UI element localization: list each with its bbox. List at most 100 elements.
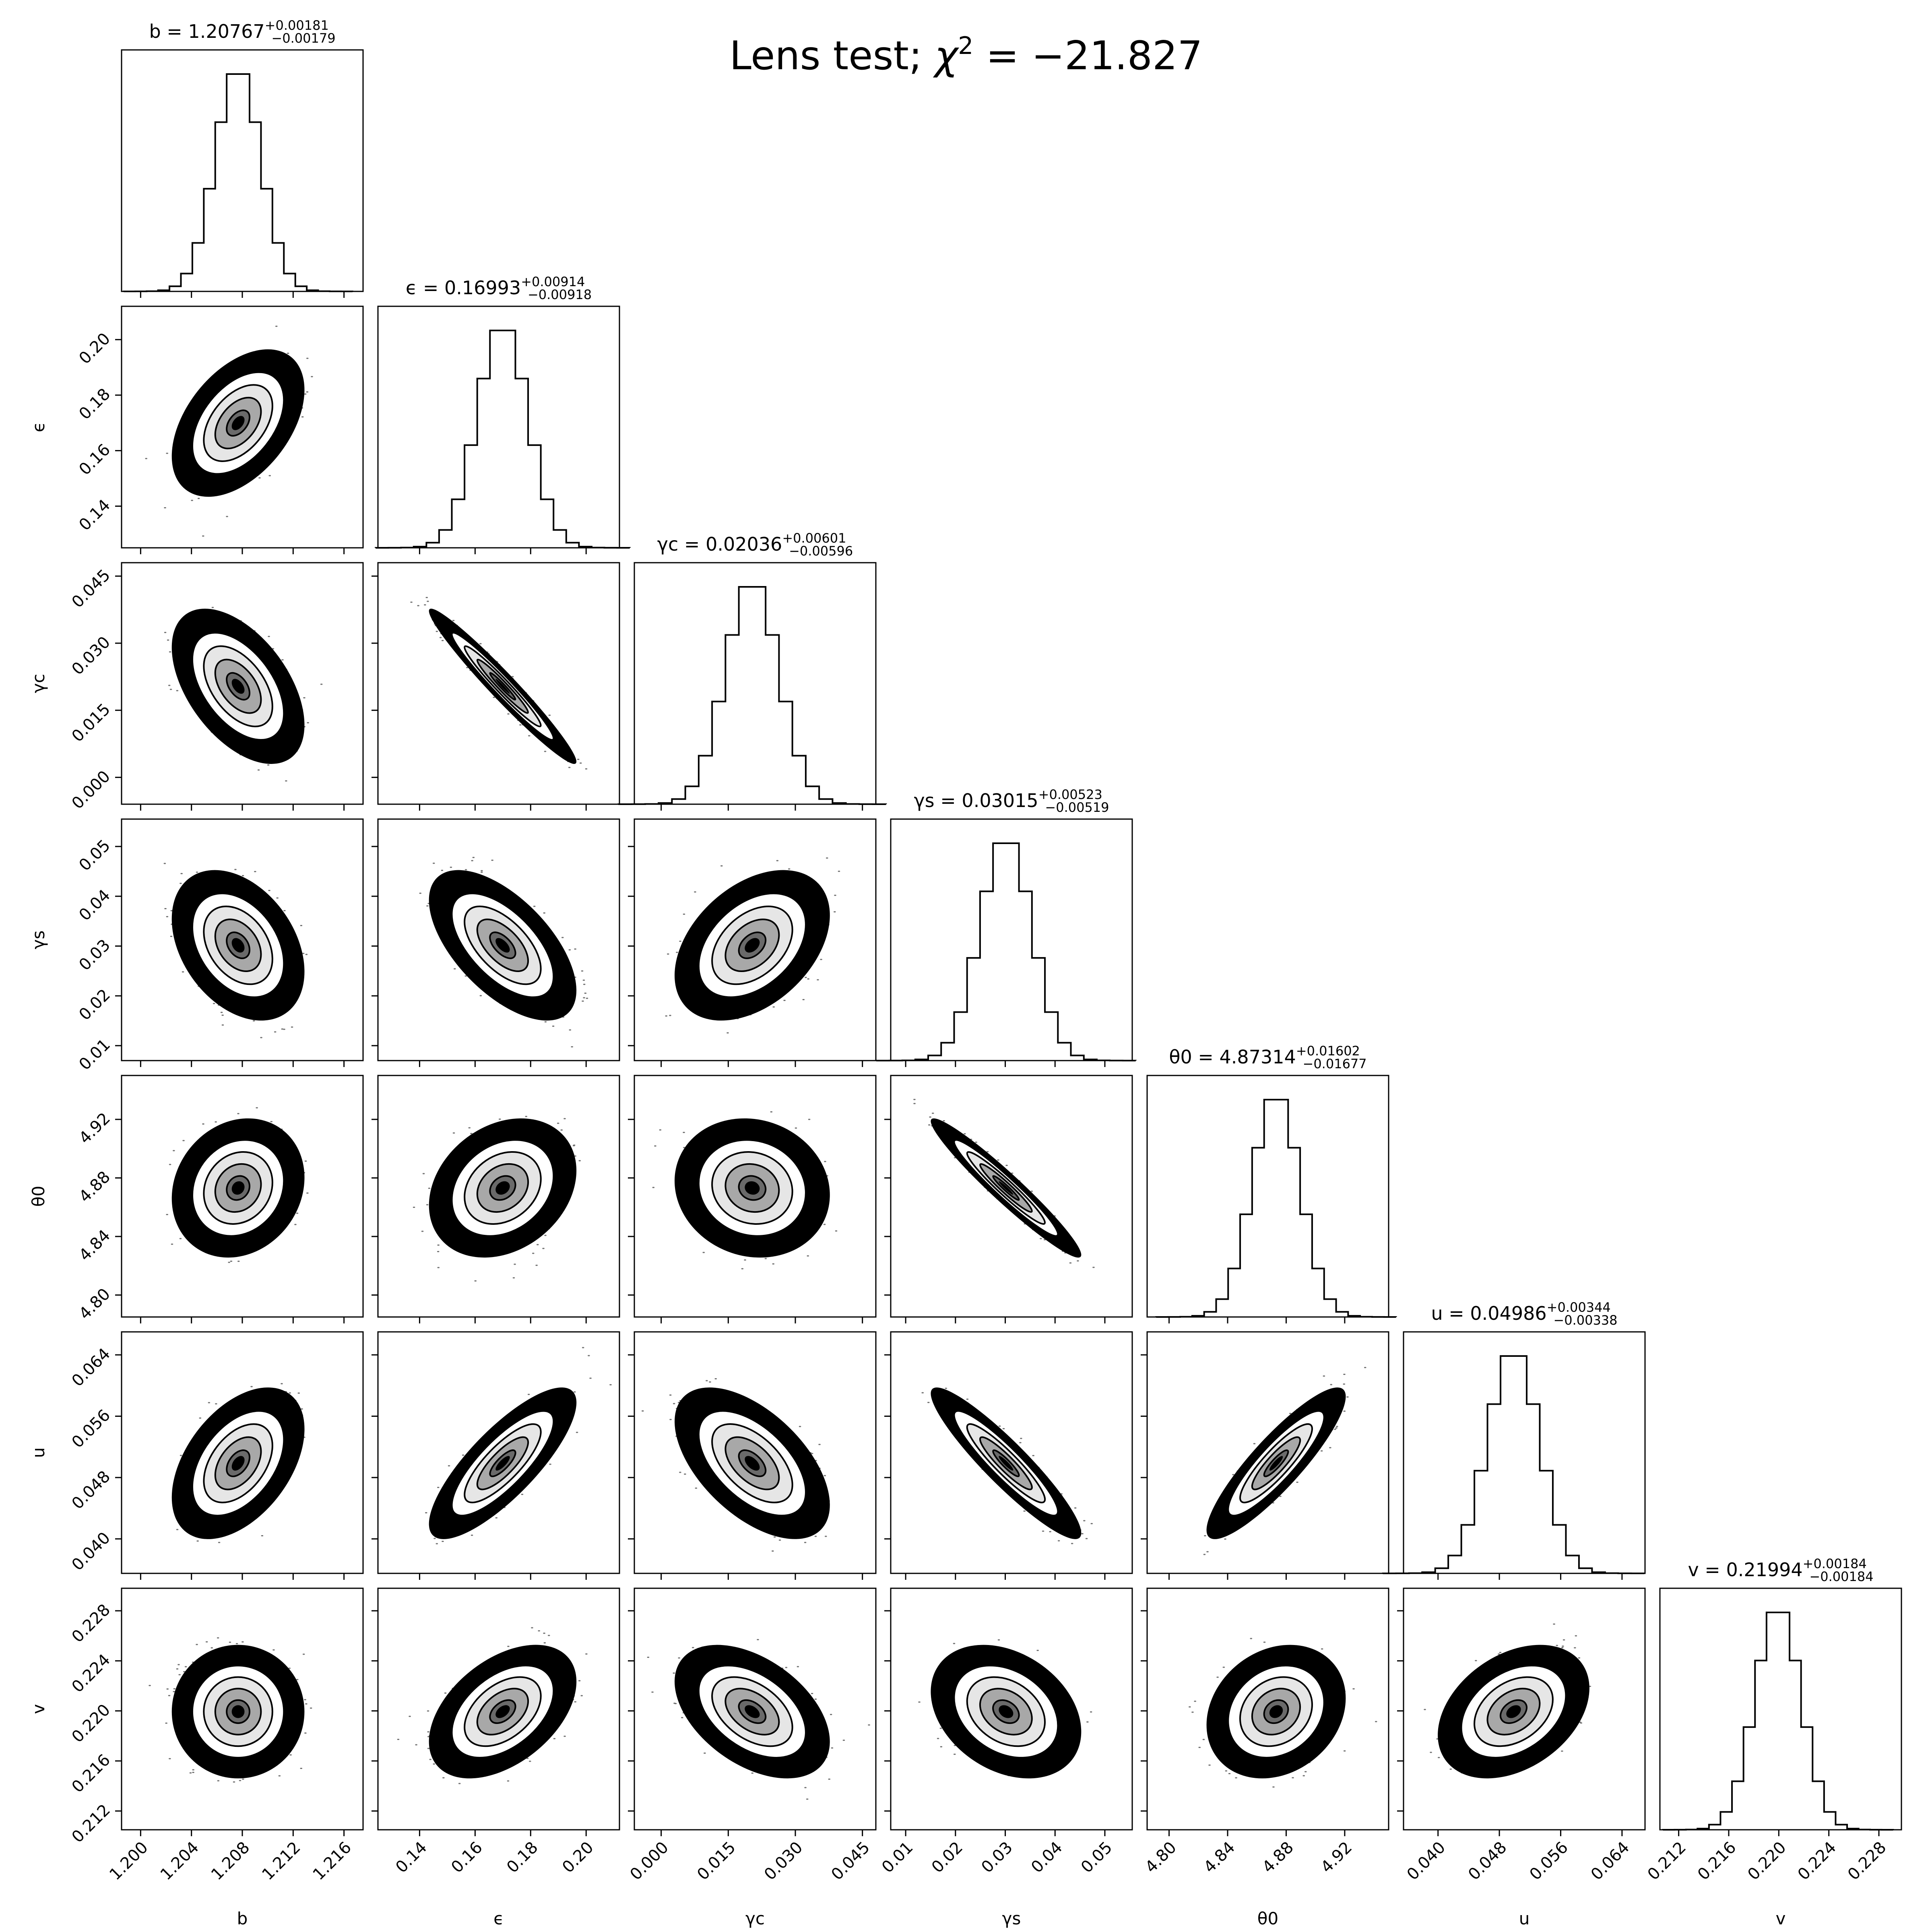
histogram-title: θ0 = 4.87314+0.01602 −0.01677 [1169,1043,1366,1071]
histogram-title: u = 0.04986+0.00344 −0.00338 [1431,1300,1617,1328]
contour-line [451,1410,555,1517]
contour-line [698,1665,807,1759]
panel-frame [1146,1331,1389,1574]
density-panel-theta0-vs-b [121,1075,364,1318]
histogram-panel-v: v = 0.21994+0.00184 −0.00184 [1659,1556,1902,1831]
contour-line [191,1410,285,1517]
density-content [163,863,308,1038]
y-tick-label: 0.015 [68,700,114,746]
panel-frame [377,818,620,1061]
density-content [642,1378,830,1552]
density-peak [495,679,510,694]
x-tick-label: 4.92 [1317,1838,1356,1877]
panel-frame [634,1587,877,1831]
density-peak [231,1705,245,1718]
density-panel-u-vs-epsilon [377,1331,620,1574]
density-content [145,326,313,537]
contour-line [953,1665,1059,1759]
y-axis-label-epsilon: ϵ [29,422,48,432]
x-tick-label: 0.224 [1794,1838,1840,1884]
x-tick-label: 0.05 [1077,1838,1116,1877]
x-tick-label: 0.14 [392,1838,431,1877]
density-peak [495,1705,510,1718]
density-panel-u-vs-gamma-c [634,1331,877,1574]
density-peak [1506,1705,1521,1718]
x-tick-label: 0.03 [978,1838,1016,1877]
x-axis-label-b: b [237,1909,248,1928]
y-tick-label: 4.80 [76,1285,114,1323]
histogram-panel-u: u = 0.04986+0.00344 −0.00338 [1382,1300,1646,1574]
density-content [171,1383,305,1543]
density-peak [231,679,245,694]
contour-line [953,1410,1059,1517]
contour-line [451,892,555,998]
density-panel-v-vs-b [121,1587,364,1831]
density-panel-gamma-c-vs-epsilon [377,562,620,805]
x-axis-label-gamma-s: γs [1002,1909,1021,1928]
panel-frame [634,1331,877,1574]
panel-frame [121,49,364,292]
density-content [921,1387,1093,1544]
density-content [647,1639,870,1800]
y-tick-label: 0.01 [76,1035,114,1074]
y-tick-label: 0.04 [76,886,114,925]
x-tick-label: 0.228 [1844,1838,1890,1884]
y-tick-label: 0.000 [68,767,114,813]
x-tick-label: 0.064 [1587,1838,1633,1884]
density-content [652,1111,838,1269]
density-peak [231,1456,245,1471]
contour-line [1227,1410,1325,1517]
density-content [665,857,840,1034]
panel-frame [1403,1587,1646,1831]
x-axis-label-epsilon: ϵ [493,1909,504,1928]
contour-line [1227,1665,1325,1759]
density-content [410,597,588,770]
density-peak [745,1456,760,1471]
x-tick-label: 0.216 [1694,1838,1740,1884]
contour-line [451,632,555,741]
x-tick-label: 0.030 [761,1838,807,1884]
density-panel-epsilon-vs-b [121,305,364,549]
x-tick-label: 1.212 [258,1838,304,1884]
density-content [918,1639,1092,1779]
x-tick-label: 0.20 [559,1838,597,1877]
density-peak [745,938,760,953]
histogram-step-line [875,842,1137,1061]
contour-line [451,1139,555,1237]
contour-line [191,632,285,741]
panel-frame [890,818,1133,1061]
x-tick-label: 1.216 [310,1838,355,1884]
y-tick-label: 0.040 [68,1529,114,1575]
x-tick-label: 4.80 [1141,1838,1180,1877]
histogram-step-line [123,73,353,292]
density-content [1189,1638,1377,1788]
y-tick-label: 0.228 [68,1601,114,1647]
density-panel-v-vs-theta0 [1146,1587,1389,1831]
density-peak [231,416,245,430]
contour-line [698,892,807,998]
panel-frame [634,562,877,805]
y-tick-label: 0.220 [68,1701,114,1746]
y-tick-label: 4.88 [76,1168,114,1206]
density-panel-v-vs-gamma-s [890,1587,1133,1831]
density-panel-gamma-s-vs-gamma-c [634,818,877,1061]
histogram-title: ϵ = 0.16993+0.00914 −0.00918 [406,274,592,302]
x-tick-label: 0.18 [503,1838,542,1877]
x-tick-label: 1.204 [157,1838,203,1884]
density-peak [1269,1705,1283,1718]
density-panel-theta0-vs-gamma-s [890,1075,1133,1318]
density-panel-v-vs-epsilon [377,1587,620,1831]
y-tick-label: 0.14 [76,496,114,535]
x-tick-label: 0.01 [878,1838,917,1877]
histogram-panel-epsilon: ϵ = 0.16993+0.00914 −0.00918 [375,274,631,549]
y-tick-label: 0.03 [76,936,114,974]
panel-frame [1403,1331,1646,1574]
contour-line [698,1139,807,1237]
y-tick-label: 4.84 [76,1226,114,1265]
panel-frame [890,1587,1133,1831]
contour-line [191,1665,285,1759]
panel-grid: b = 1.20767+0.00181 −0.00179 ϵ = 0.16993+0… [29,18,1902,1928]
y-axis-label-u: u [29,1447,48,1458]
y-tick-label: 0.216 [68,1751,114,1797]
y-tick-label: 0.064 [68,1345,114,1391]
